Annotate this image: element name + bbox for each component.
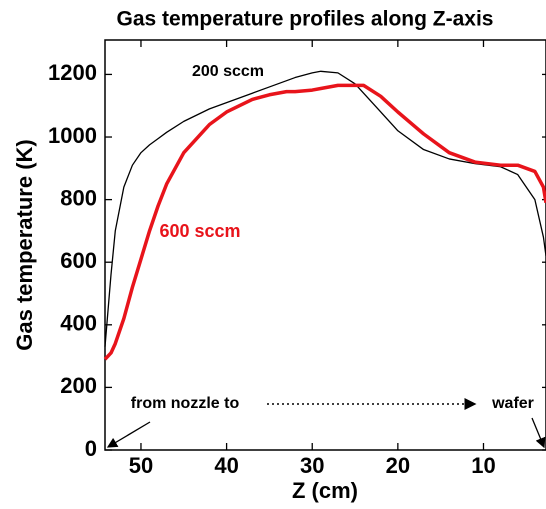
- x-tick-label: 10: [471, 453, 495, 478]
- legend-label: 200 sccm: [192, 63, 264, 80]
- line-series: [104, 70, 546, 347]
- y-tick-label: 200: [60, 373, 97, 398]
- legend-label: 600 sccm: [159, 221, 240, 241]
- y-tick-label: 800: [60, 185, 97, 210]
- y-axis-label: Gas temperature (K): [12, 139, 37, 351]
- y-tick-label: 0: [85, 436, 97, 461]
- arrow: [106, 421, 151, 448]
- y-tick-label: 1000: [48, 123, 97, 148]
- y-tick-label: 1200: [48, 60, 97, 85]
- x-tick-label: 50: [129, 453, 153, 478]
- x-tick-label: 20: [386, 453, 410, 478]
- x-tick-label: 40: [214, 453, 238, 478]
- annotation: wafer: [491, 395, 534, 412]
- arrow: [531, 417, 546, 449]
- chart-title: Gas temperature profiles along Z-axis: [117, 8, 494, 31]
- x-tick-label: 30: [300, 453, 324, 478]
- plot-frame: [104, 39, 546, 451]
- y-tick-label: 600: [60, 248, 97, 273]
- y-tick-label: 400: [60, 311, 97, 336]
- annotation: from nozzle to: [131, 395, 240, 412]
- line-series: [103, 83, 546, 361]
- x-axis-label: Z (cm): [292, 478, 358, 503]
